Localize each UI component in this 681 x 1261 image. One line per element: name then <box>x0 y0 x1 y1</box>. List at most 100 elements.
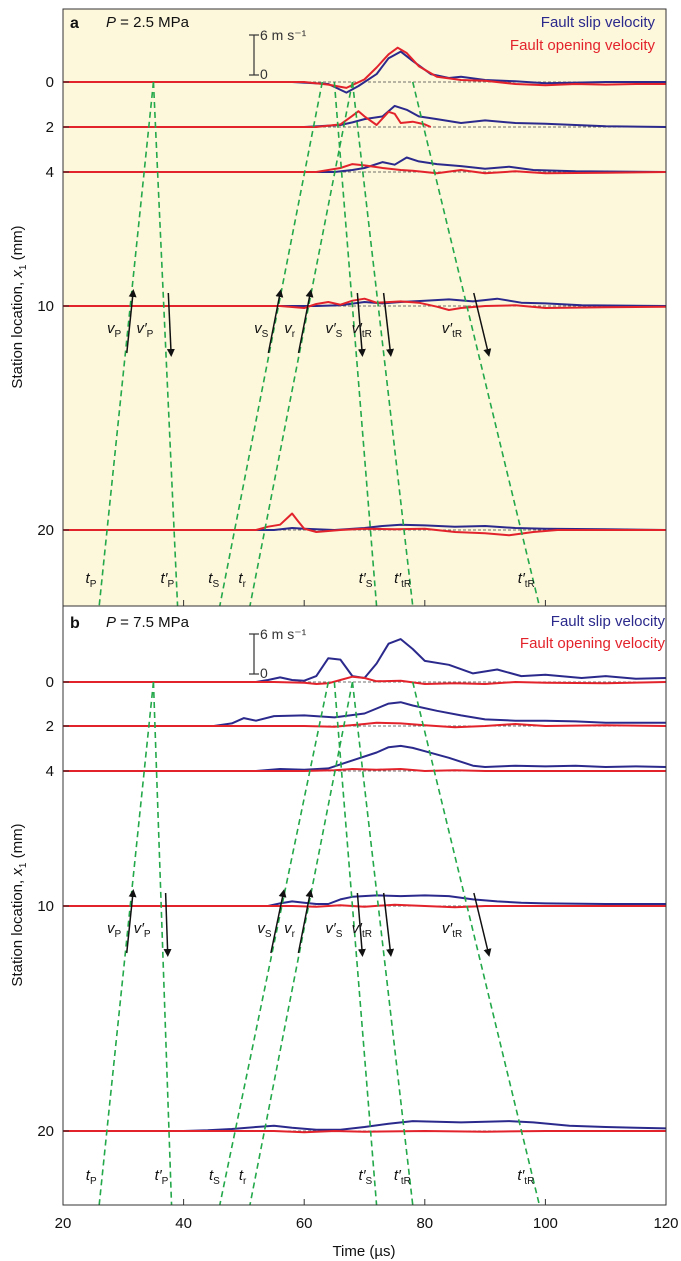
panel-b-time-label: t′P <box>155 1167 169 1187</box>
panel-a-station-label: 20 <box>37 522 54 539</box>
panel-b-velocity-arrow <box>473 892 492 957</box>
panel-a-legend-slip: Fault slip velocity <box>541 14 656 31</box>
panel-a-time-label: tS <box>208 570 219 590</box>
panel-a-velocity-arrow <box>297 289 314 354</box>
panel-b-wave-fronts <box>98 681 541 1206</box>
panel-b-station-label: 10 <box>37 898 54 915</box>
opening-trace-b-4mm <box>63 768 666 772</box>
panel-b-wave-front-5 <box>351 681 414 1206</box>
panel-a-time-label: tP <box>86 570 97 590</box>
x-axis-label: Time (µs) <box>332 1243 395 1260</box>
opening-trace-a-4mm <box>63 163 667 175</box>
x-axis: 20 40 60 80 100 120 <box>55 600 679 1232</box>
panel-b-velocity-label: vP <box>107 920 122 940</box>
panel-a-velocity-label: vP <box>107 320 122 340</box>
panel-b-velocity-label: v′tR <box>352 920 372 940</box>
panel-a-station-label: 0 <box>46 74 54 91</box>
slip-trace-a-10mm <box>63 297 667 307</box>
panel-b-wave-front-2 <box>218 681 330 1206</box>
x-tick-label: 40 <box>175 1215 192 1232</box>
panel-a-wave-front-3 <box>249 81 354 607</box>
opening-trace-a-2mm <box>63 110 432 128</box>
panel-a-wave-front-4 <box>333 81 378 607</box>
panel-a-station-label: 4 <box>46 164 54 181</box>
panel-b-velocity-arrow <box>270 889 287 954</box>
x-tick-label: 120 <box>653 1215 678 1232</box>
panel-b-velocity-arrow <box>297 889 314 954</box>
panel-a-scale-zero: 0 <box>260 66 268 82</box>
panel-a-time-label: t′tR <box>394 570 411 590</box>
panel-a-wave-front-2 <box>218 81 324 607</box>
slip-trace-b-20mm <box>63 1120 667 1132</box>
slip-trace-a-2mm <box>63 104 667 128</box>
panel-a-time-label: tr <box>238 570 246 590</box>
panel-a-velocity-label: vr <box>284 320 296 340</box>
panel-a-velocity-arrow <box>356 292 366 357</box>
panel-b-velocity-label: v′S <box>325 920 342 940</box>
panel-a-velocity-label: v′tR <box>352 320 372 340</box>
panel-b-velocity-label: vS <box>257 920 272 940</box>
panel-a-time-label: t′P <box>161 570 175 590</box>
panel-a-wave-front-5 <box>351 81 414 607</box>
panel-b-time-label: t′S <box>359 1167 373 1187</box>
panel-a-legend-opening: Fault opening velocity <box>510 37 656 54</box>
slip-trace-a-4mm <box>63 156 667 173</box>
panel-b-velocity-arrow <box>125 889 137 954</box>
opening-trace-b-0mm <box>63 675 667 685</box>
panel-b-wave-front-6 <box>411 681 541 1206</box>
panel-a-velocity-label: v′tR <box>442 320 462 340</box>
panel-b-time-label: t′tR <box>517 1167 534 1187</box>
opening-trace-a-0mm <box>63 46 666 89</box>
panel-a-velocity-label: v′P <box>136 320 153 340</box>
panel-b-scale-zero: 0 <box>260 665 268 681</box>
panel-b-velocity-label: v′P <box>134 920 151 940</box>
panel-a-time-label: t′S <box>359 570 373 590</box>
panel-b-legend-opening: Fault opening velocity <box>520 635 666 652</box>
x-tick-label: 80 <box>416 1215 433 1232</box>
panel-a-scale-bar <box>249 34 259 76</box>
panel-b-station-label: 0 <box>46 674 54 691</box>
panel-b-wave-front-4 <box>333 681 378 1206</box>
opening-trace-b-20mm <box>63 1130 666 1134</box>
panel-a-velocity-arrow <box>267 289 284 354</box>
panel-b-pressure: P = 7.5 MPa <box>106 614 190 631</box>
panel-b-time-label: tP <box>86 1167 97 1187</box>
panel-a-velocity-label: v′S <box>325 320 342 340</box>
panel-a-velocity-arrow <box>382 292 395 357</box>
panel-a-wave-fronts <box>98 81 541 607</box>
panel-a-letter: a <box>70 15 79 32</box>
slip-trace-b-10mm <box>63 894 666 907</box>
panel-b-velocity-arrow <box>356 892 366 957</box>
panel-a-velocity-arrow <box>166 292 175 357</box>
panel-a-labels: 0 2 4 10 20 vP tP v′P t′P vS tS vr tr v′S t′S v′tR t′tR v… <box>37 74 534 590</box>
panel-b-station-label: 20 <box>37 1123 54 1140</box>
panel-b-station-label: 2 <box>46 718 54 735</box>
opening-trace-b-10mm <box>63 903 666 909</box>
panel-b-velocity-label: vr <box>284 920 296 940</box>
slip-trace-b-0mm <box>63 638 667 683</box>
panel-a-pressure: P = 2.5 MPa <box>106 14 190 31</box>
panel-b-velocity-label: v′tR <box>442 920 462 940</box>
panel-b-y-label: Station location, x1 (mm) <box>9 823 29 986</box>
panel-b-time-label: tr <box>239 1167 247 1187</box>
panel-b-traces <box>63 638 667 1134</box>
panel-a-y-label: Station location, x1 (mm) <box>9 225 29 388</box>
panel-b-wave-front-3 <box>249 681 354 1206</box>
panel-b-velocity-arrow <box>382 892 395 957</box>
panel-b-frame <box>62 605 667 1206</box>
panel-a-velocity-arrow <box>126 289 137 354</box>
panel-b-time-label: t′tR <box>394 1167 411 1187</box>
panel-b-velocity-arrow <box>163 892 172 957</box>
panel-a-traces <box>63 46 667 537</box>
panel-a-wave-front-1 <box>152 81 179 607</box>
x-tick-label: 60 <box>296 1215 313 1232</box>
panel-a-time-label: t′tR <box>518 570 535 590</box>
panel-b-scale-label: 6 m s⁻¹ <box>260 626 307 642</box>
opening-trace-b-2mm <box>63 721 667 729</box>
slip-trace-b-4mm <box>63 744 667 772</box>
slip-trace-b-2mm <box>63 701 666 727</box>
opening-trace-a-10mm <box>63 297 667 311</box>
x-tick-label: 20 <box>55 1215 72 1232</box>
panel-a-station-label: 2 <box>46 119 54 136</box>
